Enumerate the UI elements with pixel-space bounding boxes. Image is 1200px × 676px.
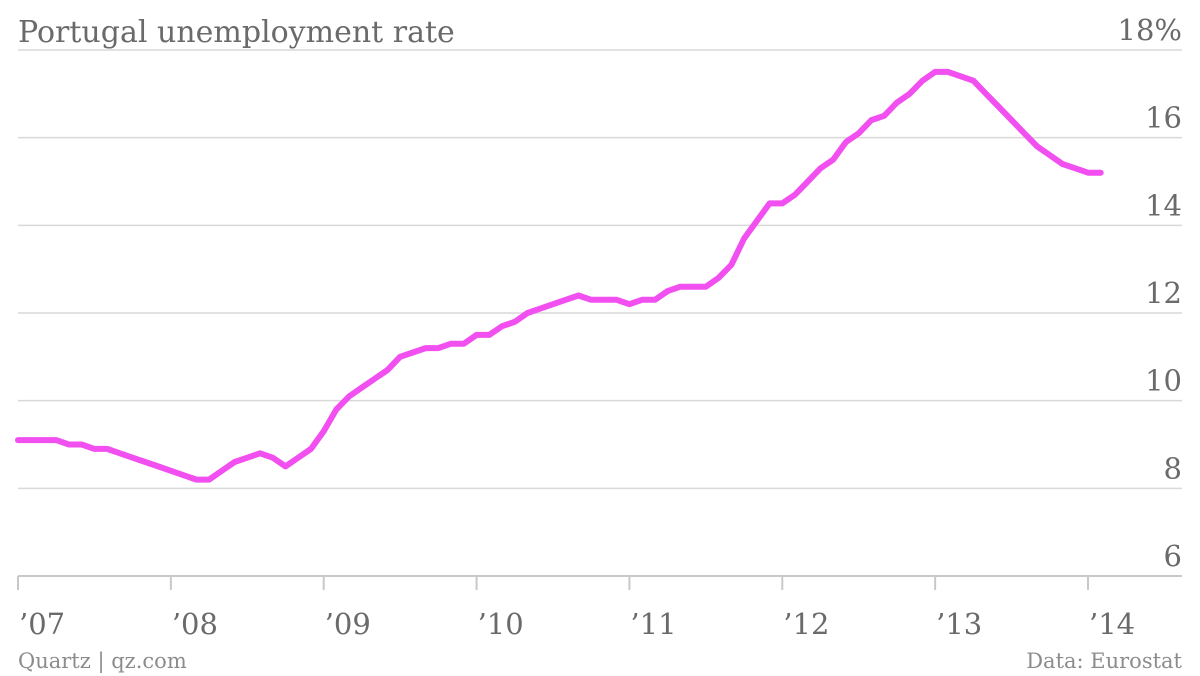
chart-title: Portugal unemployment rate (18, 15, 455, 50)
data-source: Data: Eurostat (1026, 649, 1182, 673)
y-tick-label: 18% (1118, 13, 1182, 47)
gridlines (18, 49, 1182, 577)
y-axis-labels: 6 8 10 12 14 16 18% (1118, 13, 1182, 573)
series (15, 68, 1104, 483)
x-tick-label: ’09 (325, 607, 371, 641)
y-tick-label: 14 (1145, 188, 1182, 222)
x-tick-label: ’12 (783, 607, 829, 641)
series-line (15, 68, 1104, 483)
y-tick-label: 12 (1145, 276, 1182, 310)
x-tick-label: ’13 (936, 607, 982, 641)
y-tick-label: 8 (1164, 451, 1182, 485)
x-tick-label: ’11 (630, 607, 676, 641)
source-credit: Quartz | qz.com (18, 649, 187, 674)
x-tick-label: ’10 (478, 607, 524, 641)
y-tick-label: 10 (1145, 364, 1182, 398)
x-tick-label: ’07 (19, 607, 65, 641)
x-axis: ’07 ’08 ’09 ’10 ’11 ’12 ’13 ’14 (17, 576, 1135, 641)
y-tick-label: 16 (1145, 101, 1182, 135)
y-tick-label: 6 (1164, 539, 1182, 573)
x-tick-label: ’14 (1089, 607, 1135, 641)
x-tick-label: ’08 (172, 607, 218, 641)
